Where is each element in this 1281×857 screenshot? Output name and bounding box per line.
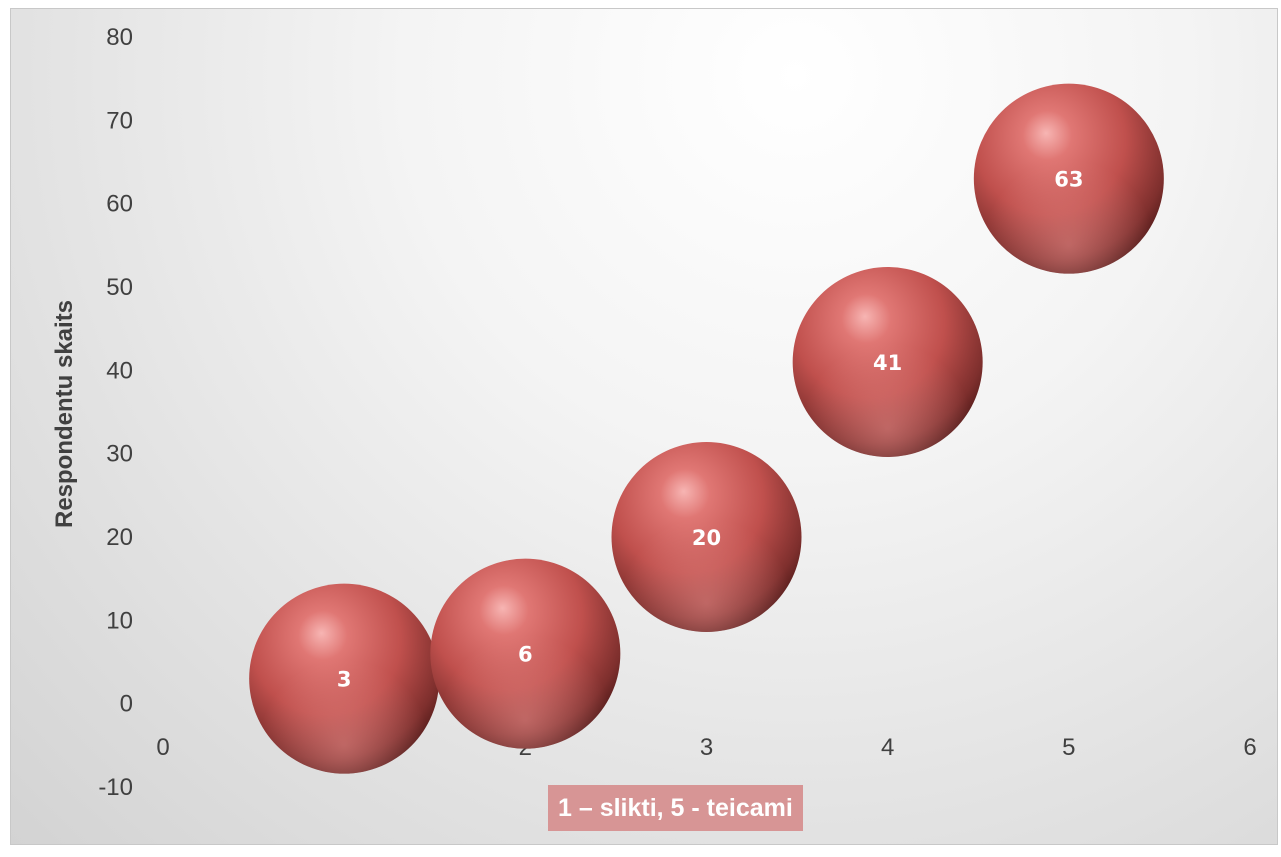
bubble-reflection — [249, 583, 440, 774]
bubble-reflection — [430, 558, 621, 749]
data-label: 63 — [1054, 168, 1083, 192]
y-tick-label: -10 — [98, 774, 133, 801]
x-tick-label: 3 — [700, 734, 713, 761]
y-tick-label: 50 — [106, 274, 133, 301]
x-tick-label: 0 — [156, 734, 169, 761]
y-tick-label: 10 — [106, 607, 133, 634]
bubble-reflection — [611, 442, 802, 632]
x-tick-label: 5 — [1062, 734, 1075, 761]
bubble-reflection — [792, 267, 983, 457]
x-axis: 0123456 — [156, 734, 1256, 761]
data-point: 20 — [611, 442, 802, 632]
data-point: 6 — [430, 558, 621, 749]
y-axis: -10 0 10 20 30 40 50 60 70 80 — [98, 24, 133, 801]
y-tick-label: 40 — [106, 357, 133, 384]
x-tick-label: 6 — [1243, 734, 1256, 761]
y-tick-label: 30 — [106, 441, 133, 468]
x-tick-label: 4 — [881, 734, 894, 761]
data-label: 41 — [873, 351, 902, 375]
data-point: 63 — [973, 83, 1164, 274]
y-tick-label: 20 — [106, 524, 133, 551]
data-label: 3 — [337, 668, 352, 692]
y-tick-label: 0 — [120, 691, 133, 718]
y-axis-title: Respondentu skaits — [51, 300, 78, 528]
data-label: 6 — [518, 643, 533, 667]
y-tick-label: 80 — [106, 24, 133, 51]
y-tick-label: 70 — [106, 107, 133, 134]
y-tick-label: 60 — [106, 191, 133, 218]
data-point: 41 — [792, 267, 983, 457]
bubble-reflection — [973, 83, 1164, 274]
data-label: 20 — [692, 526, 721, 550]
bubble-series: 3 6 20 41 63 — [249, 83, 1164, 774]
data-point: 3 — [249, 583, 440, 774]
x-axis-title: 1 – slikti, 5 - teicami — [548, 785, 803, 831]
